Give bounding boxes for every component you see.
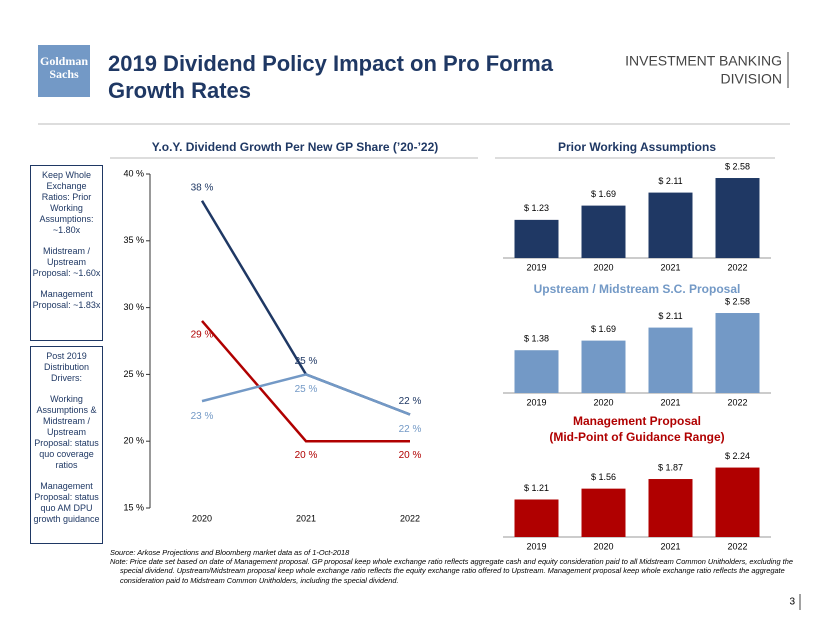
data-label: $ 2.58 [725,161,750,171]
x-tick-label: 2022 [727,397,747,407]
division-label: INVESTMENT BANKING [625,53,782,69]
x-tick-label: 2020 [192,513,212,523]
x-tick-label: 2021 [660,397,680,407]
footnote-note: Note: Price date set based on date of Ma… [110,557,793,585]
data-label: 22 % [399,424,422,435]
sidebar-text: Midstream / Upstream Proposal: ~1.60x [32,246,101,278]
chart-title: Y.o.Y. Dividend Growth Per New GP Share … [152,140,439,154]
sidebar-text: Management Proposal: ~1.83x [32,289,101,310]
data-label: 25 % [295,356,318,367]
sidebar-box: Post 2019 Distribution Drivers: Working A… [30,346,103,544]
x-tick-label: 2021 [660,541,680,551]
y-tick-label: 35 % [123,235,144,245]
bar [648,479,693,537]
logo-text: Goldman [40,54,88,68]
x-tick-label: 2022 [400,513,420,523]
x-tick-label: 2019 [526,541,546,551]
y-tick-label: 25 % [123,369,144,379]
sidebar-box: Keep Whole Exchange Ratios: Prior Workin… [30,165,103,341]
bar [715,178,760,258]
data-label: $ 1.69 [591,189,616,199]
bar [514,350,559,393]
chart-title: Upstream / Midstream S.C. Proposal [534,282,741,296]
sidebar-text: Keep Whole Exchange Ratios: Prior Workin… [39,170,94,235]
logo-text: Sachs [49,67,79,81]
y-tick-label: 20 % [123,436,144,446]
chart-title: Prior Working Assumptions [558,140,716,154]
data-label: $ 1.21 [524,483,549,493]
x-tick-label: 2022 [727,541,747,551]
sidebar-text: Post 2019 Distribution Drivers: [43,351,90,383]
series-line [200,200,411,416]
x-tick-label: 2019 [526,397,546,407]
data-label: 22 % [399,396,422,407]
bar [514,499,559,537]
series-line [201,373,411,416]
chart-title: Management Proposal [573,414,701,428]
data-label: $ 2.11 [658,176,682,186]
y-tick-label: 15 % [123,502,144,512]
data-label: $ 1.38 [524,334,549,344]
data-label: $ 2.58 [725,296,750,306]
data-label: 23 % [191,411,214,422]
bar [648,192,693,258]
data-label: 20 % [295,450,318,461]
bar [648,327,693,393]
slide-title: Growth Rates [108,78,251,103]
bar [581,205,626,258]
bar [715,467,760,537]
x-tick-label: 2022 [727,262,747,272]
x-tick-label: 2021 [660,262,680,272]
data-label: 25 % [295,384,318,395]
sidebar-text: Working Assumptions & Midstream / Upstre… [34,394,99,470]
data-label: $ 2.11 [658,311,682,321]
x-tick-label: 2019 [526,262,546,272]
data-label: 29 % [191,330,214,341]
bar [715,313,760,393]
footnotes: Source: Arkose Projections and Bloomberg… [110,548,805,585]
data-label: 38 % [191,182,214,193]
page-number: 3 [789,597,795,608]
footnote-source: Source: Arkose Projections and Bloomberg… [110,548,350,557]
data-label: $ 1.69 [591,324,616,334]
logo-box [38,45,90,97]
y-tick-label: 30 % [123,302,144,312]
bar [581,488,626,537]
slide-title: 2019 Dividend Policy Impact on Pro Forma [108,51,554,76]
data-label: $ 2.24 [725,451,750,461]
x-tick-label: 2020 [593,397,613,407]
sidebar-text: Management Proposal: status quo AM DPU g… [33,481,100,524]
x-tick-label: 2020 [593,262,613,272]
data-label: $ 1.23 [524,203,549,213]
bar [581,340,626,393]
data-label: $ 1.87 [658,462,683,472]
series-line [201,320,410,443]
x-tick-label: 2021 [296,513,316,523]
data-label: $ 1.56 [591,472,616,482]
bar [514,219,559,258]
chart-subtitle: (Mid-Point of Guidance Range) [549,430,724,444]
data-label: 20 % [399,450,422,461]
y-tick-label: 40 % [123,168,144,178]
division-label: DIVISION [721,71,782,87]
x-tick-label: 2020 [593,541,613,551]
